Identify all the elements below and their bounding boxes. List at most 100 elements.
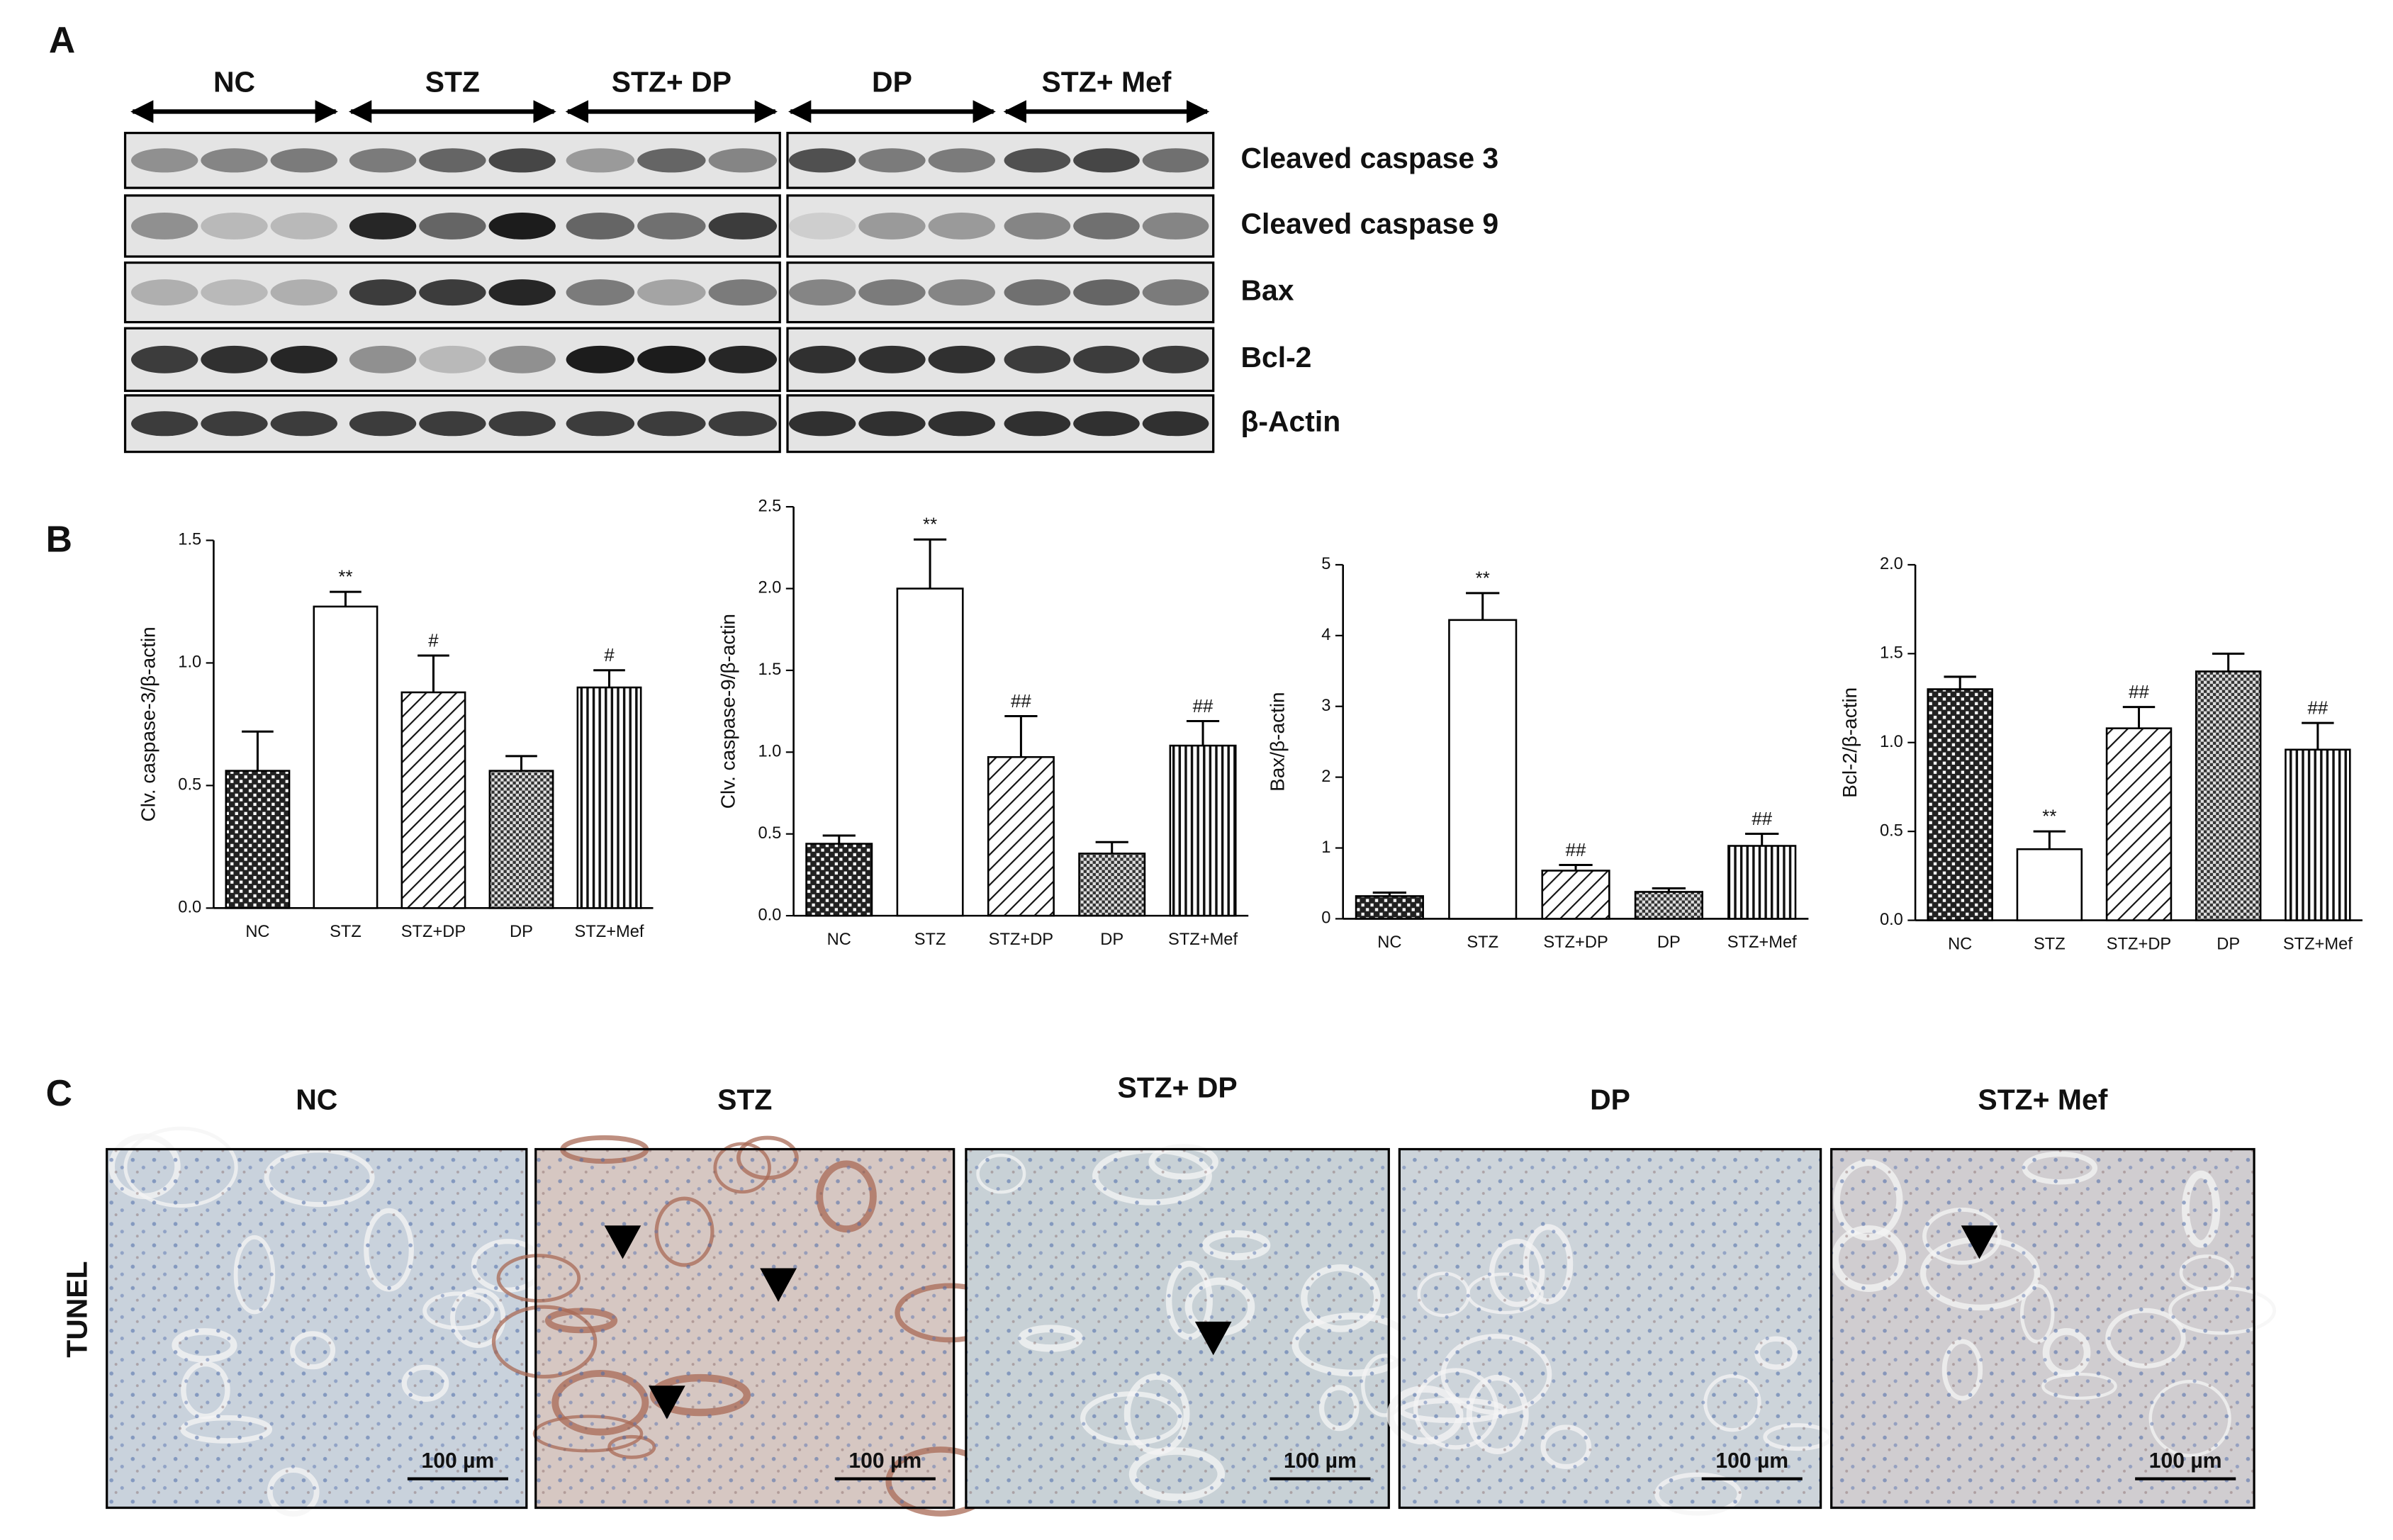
error-bar — [913, 538, 947, 589]
x-tick-label: DP — [1657, 933, 1681, 952]
blot-band — [858, 411, 926, 437]
blot-band — [788, 279, 856, 306]
blot-band — [201, 411, 268, 437]
scale-bar-label: 100 µm — [422, 1449, 495, 1473]
protein-label: Cleaved caspase 9 — [1240, 208, 1498, 240]
y-tick-label: 0.0 — [758, 906, 781, 924]
bar — [400, 691, 466, 909]
blot-band — [788, 148, 856, 173]
blot-band — [130, 212, 198, 240]
blot-band — [349, 345, 417, 373]
y-tick-label: 0.5 — [758, 824, 781, 843]
micrograph-frame — [1830, 1147, 2255, 1510]
blot-band — [1142, 411, 1209, 437]
blot-band — [637, 345, 706, 373]
blot-band — [270, 279, 338, 306]
blot-band — [928, 212, 995, 240]
y-axis-label: Bcl-2/β-actin — [1839, 687, 1861, 798]
blot-band — [1142, 212, 1209, 240]
blot-band — [1004, 148, 1071, 173]
blot-band — [201, 212, 268, 240]
blot-band — [1073, 345, 1140, 373]
bar — [1927, 688, 1993, 921]
blot-band — [788, 411, 856, 437]
micrograph-frame — [965, 1147, 1390, 1510]
blot-band — [419, 411, 486, 437]
blot-band — [488, 345, 556, 373]
significance-label: ## — [2307, 699, 2328, 719]
y-tick-label: 1.0 — [1880, 733, 1903, 751]
blot-band — [1004, 279, 1071, 306]
blot-band — [1073, 148, 1140, 173]
bar — [987, 755, 1055, 917]
blot-band — [708, 148, 778, 173]
blot-band — [566, 148, 635, 173]
error-bar — [1186, 719, 1220, 746]
error-bar — [2033, 830, 2066, 850]
y-tick-label: 0.5 — [1880, 821, 1903, 840]
blot-band — [928, 345, 995, 373]
error-bar — [1372, 891, 1407, 897]
x-tick-label: STZ+Mef — [1168, 931, 1238, 949]
blot-band — [130, 411, 198, 437]
bar — [1169, 744, 1237, 917]
blot-band — [637, 411, 706, 437]
blot-band — [566, 279, 635, 306]
y-axis-label: Clv. caspase-9/β-actin — [717, 614, 739, 809]
panel-label: C — [46, 1072, 72, 1113]
y-tick-label: 2 — [1321, 768, 1330, 786]
arrowhead — [649, 1386, 685, 1420]
western-blot: NC STZ STZ+ DP DP STZ+ Mef Cleaved caspase 3 C… — [123, 65, 1498, 454]
error-bar — [1559, 863, 1593, 871]
y-tick-label: 2.5 — [758, 497, 781, 515]
significance-label: ** — [1476, 568, 1490, 588]
y-tick-label: 1.0 — [758, 743, 781, 761]
blot-band — [566, 345, 635, 373]
x-tick-label: DP — [1100, 931, 1123, 949]
bar — [2105, 727, 2173, 921]
x-tick-label: NC — [1948, 935, 1972, 953]
y-tick-label: 0 — [1321, 909, 1330, 928]
error-bar — [1004, 715, 1038, 758]
significance-label: ## — [1193, 697, 1214, 716]
bar — [225, 770, 291, 909]
blot-band — [1073, 411, 1140, 437]
protein-label: β-Actin — [1240, 405, 1340, 438]
group-label: STZ+ DP — [612, 65, 732, 98]
blot-band — [130, 345, 198, 373]
arrowhead — [1194, 1321, 1232, 1356]
bar — [313, 605, 379, 909]
panel-label: A — [49, 19, 75, 60]
micrograph-frame — [1398, 1147, 1822, 1510]
blot-band — [419, 279, 486, 306]
blot-band — [928, 148, 995, 173]
y-tick-label: 2.0 — [1880, 555, 1903, 573]
scale-bar-label: 100 µm — [1284, 1449, 1357, 1473]
blot-band — [637, 212, 706, 240]
protein-label: Bcl-2 — [1240, 341, 1311, 373]
blot-band — [928, 411, 995, 437]
blot-band — [419, 212, 486, 240]
x-tick-label: STZ+DP — [989, 931, 1053, 949]
y-axis-label: Bax/β-actin — [1267, 692, 1289, 791]
blot-band — [928, 279, 995, 306]
micrograph-frame — [534, 1147, 955, 1510]
blot-band — [349, 148, 417, 173]
error-bar — [2122, 706, 2156, 729]
tunel-images: TUNEL NC 100 µm STZ 100 µm STZ+ DP 100 µm DP 100… — [61, 1071, 2277, 1517]
micrograph-texture — [106, 1149, 527, 1508]
significance-label: ** — [923, 515, 937, 535]
panel-label: B — [46, 518, 72, 559]
blot-band — [270, 212, 338, 240]
bar — [805, 843, 873, 917]
bar — [1448, 619, 1518, 920]
error-bar — [2302, 721, 2334, 750]
y-tick-label: 2.0 — [758, 579, 781, 597]
bar-charts: 0.0 0.5 1.0 1.5 Clv. caspase-3/β-actin NC ** ST… — [137, 497, 2363, 953]
x-tick-label: NC — [827, 931, 851, 949]
error-bar — [1652, 887, 1686, 892]
y-tick-label: 3 — [1321, 697, 1330, 715]
y-tick-label: 5 — [1321, 555, 1330, 573]
